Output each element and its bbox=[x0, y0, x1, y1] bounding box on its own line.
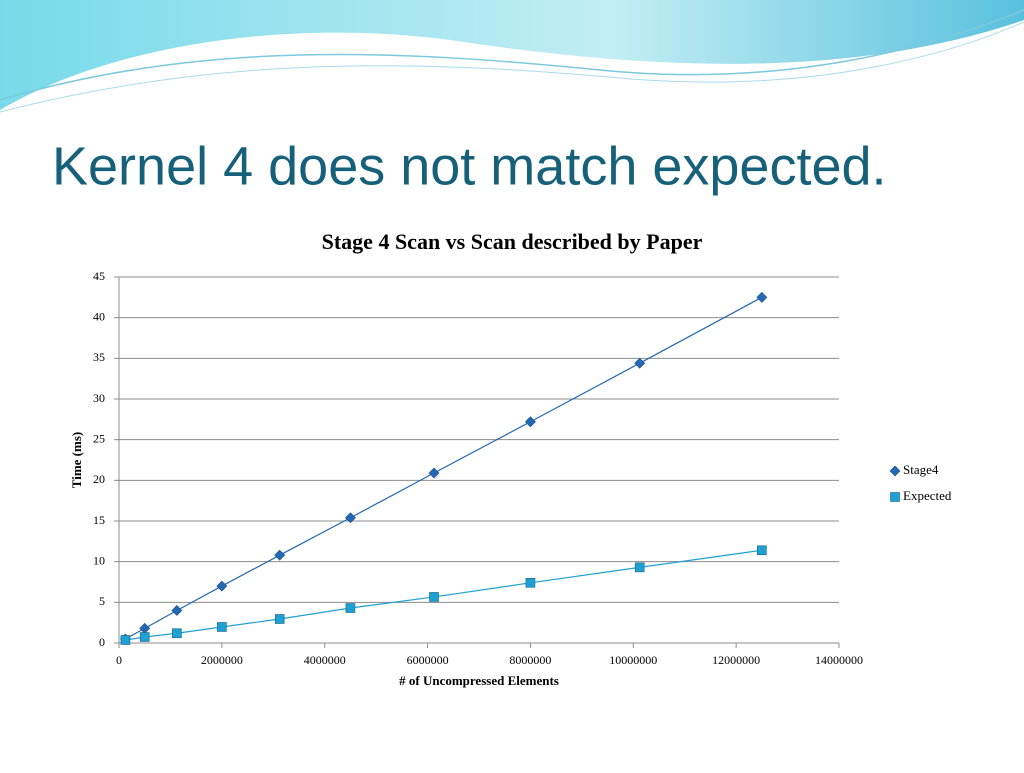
data-point bbox=[634, 562, 645, 573]
series-line bbox=[125, 549, 762, 641]
chart-title: Stage 4 Scan vs Scan described by Paper bbox=[322, 229, 703, 254]
x-tick-label: 6000000 bbox=[407, 653, 449, 667]
y-tick-label: 30 bbox=[93, 391, 105, 405]
data-point bbox=[120, 635, 131, 645]
y-axis-label: Time (ms) bbox=[69, 432, 84, 488]
data-point bbox=[756, 291, 768, 303]
legend-marker bbox=[889, 465, 901, 477]
x-tick-label: 4000000 bbox=[304, 653, 346, 667]
x-tick-label: 2000000 bbox=[201, 653, 243, 667]
x-tick-label: 12000000 bbox=[712, 653, 760, 667]
data-point bbox=[274, 614, 285, 624]
y-tick-label: 0 bbox=[99, 635, 105, 649]
y-tick-label: 5 bbox=[99, 594, 105, 608]
data-point bbox=[428, 467, 440, 479]
wave-line bbox=[0, 21, 1024, 113]
x-tick-label: 10000000 bbox=[609, 653, 657, 667]
y-tick-label: 35 bbox=[93, 350, 105, 364]
legend-marker bbox=[890, 492, 900, 502]
x-tick-label: 8000000 bbox=[509, 653, 551, 667]
data-point bbox=[634, 357, 646, 369]
x-tick-label: 14000000 bbox=[815, 653, 863, 667]
y-tick-label: 25 bbox=[93, 431, 105, 445]
data-point bbox=[525, 578, 536, 588]
data-point bbox=[216, 580, 228, 592]
y-tick-label: 15 bbox=[93, 513, 105, 527]
x-tick-label: 0 bbox=[116, 653, 122, 667]
data-point bbox=[217, 622, 227, 632]
data-point bbox=[139, 632, 150, 642]
legend-label: Expected bbox=[903, 488, 952, 503]
data-point bbox=[172, 628, 182, 639]
series-line bbox=[125, 296, 763, 640]
data-point bbox=[345, 603, 356, 613]
x-axis-label: # of Uncompressed Elements bbox=[399, 673, 559, 688]
wave-line bbox=[0, 9, 1024, 101]
data-point bbox=[345, 512, 356, 524]
y-tick-label: 20 bbox=[93, 472, 105, 486]
header-wave bbox=[0, 0, 1024, 110]
legend-label: Stage4 bbox=[903, 462, 939, 477]
data-point bbox=[429, 592, 439, 602]
data-point bbox=[274, 549, 286, 561]
data-point bbox=[139, 622, 151, 634]
data-point bbox=[525, 416, 536, 428]
slide-title: Kernel 4 does not match expected. bbox=[52, 136, 887, 196]
y-tick-label: 10 bbox=[93, 553, 105, 567]
y-tick-label: 40 bbox=[93, 309, 105, 323]
data-point bbox=[757, 545, 767, 556]
y-tick-label: 45 bbox=[93, 269, 105, 283]
data-point bbox=[171, 605, 183, 616]
